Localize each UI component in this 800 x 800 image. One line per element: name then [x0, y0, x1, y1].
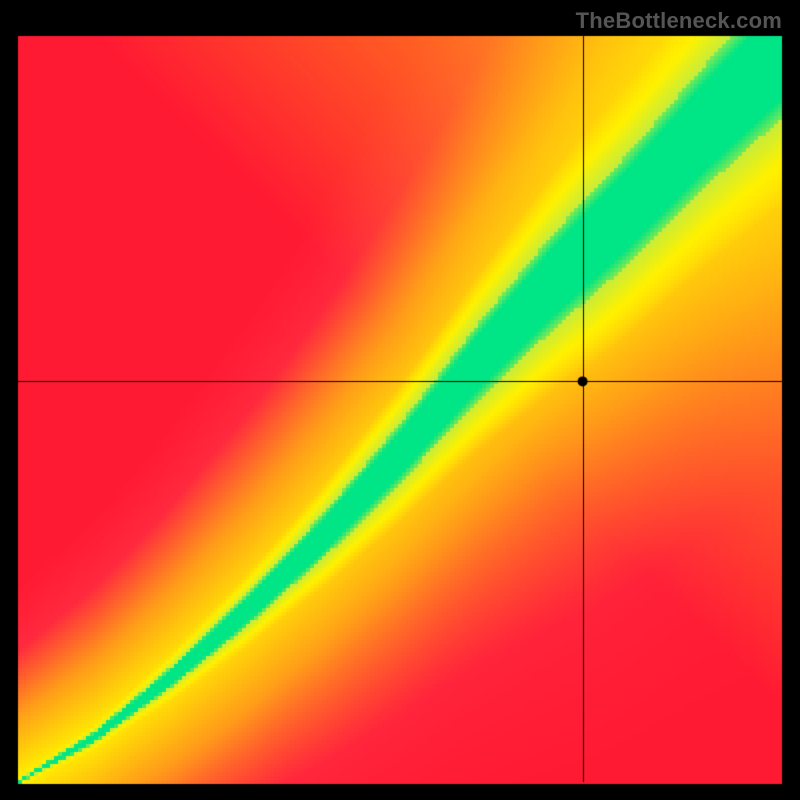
crosshair-overlay [0, 0, 800, 800]
root-container: TheBottleneck.com [0, 0, 800, 800]
watermark-text: TheBottleneck.com [576, 8, 782, 34]
